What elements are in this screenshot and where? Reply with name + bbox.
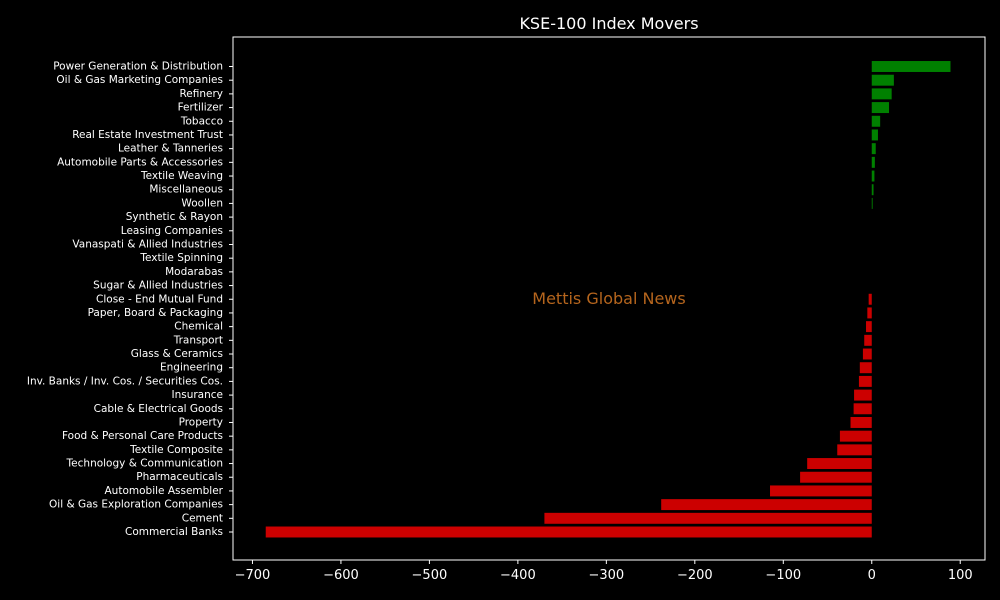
bar — [862, 348, 872, 360]
bar — [871, 184, 874, 196]
x-tick-label: −500 — [412, 568, 448, 583]
category-label: Power Generation & Distribution — [53, 61, 223, 73]
category-label: Real Estate Investment Trust — [72, 129, 223, 141]
bar — [807, 458, 872, 470]
category-label: Chemical — [174, 321, 223, 333]
x-tick-label: −700 — [235, 568, 271, 583]
bars-group — [265, 61, 951, 538]
category-label: Oil & Gas Exploration Companies — [49, 499, 223, 511]
category-label: Tobacco — [180, 115, 223, 127]
bar — [850, 416, 872, 428]
category-label: Cement — [182, 512, 223, 524]
bar — [871, 102, 890, 114]
plot-area-frame — [232, 36, 986, 561]
bar — [871, 115, 881, 127]
bar — [837, 444, 872, 456]
bar — [864, 334, 872, 346]
category-label: Engineering — [160, 362, 223, 374]
category-label: Technology & Communication — [66, 458, 223, 470]
x-axis-ticks-group: −700 −600 −500 −400 −300 −200 −100 0 100 — [235, 560, 973, 583]
bar — [544, 512, 872, 524]
x-tick-label: 0 — [868, 568, 876, 583]
x-tick-label: −100 — [765, 568, 801, 583]
category-label: Insurance — [171, 389, 223, 401]
category-label: Leather & Tanneries — [118, 143, 223, 155]
category-label: Property — [179, 416, 223, 428]
category-label: Inv. Banks / Inv. Cos. / Securities Cos. — [27, 375, 223, 387]
bar — [770, 485, 872, 497]
bar — [871, 61, 951, 72]
category-label: Vanaspati & Allied Industries — [72, 238, 223, 250]
category-label: Paper, Board & Packaging — [88, 307, 223, 319]
category-label: Close - End Mutual Fund — [96, 293, 223, 305]
category-label: Automobile Assembler — [105, 485, 224, 497]
bar — [867, 307, 872, 319]
bar — [871, 74, 894, 86]
category-label: Oil & Gas Marketing Companies — [56, 74, 223, 86]
category-label: Woollen — [181, 197, 223, 209]
bar — [871, 170, 875, 182]
category-label: Leasing Companies — [121, 225, 223, 237]
category-label: Food & Personal Care Products — [62, 430, 223, 442]
category-label: Synthetic & Rayon — [126, 211, 223, 223]
watermark-text: Mettis Global News — [532, 289, 685, 308]
bar — [871, 156, 875, 168]
x-tick-label: −300 — [588, 568, 624, 583]
category-label: Glass & Ceramics — [131, 348, 223, 360]
x-tick-label: 100 — [948, 568, 973, 583]
category-label: Textile Spinning — [139, 252, 223, 264]
category-label: Transport — [173, 334, 223, 346]
category-label: Miscellaneous — [149, 184, 223, 196]
bar — [265, 526, 872, 538]
category-label: Refinery — [179, 88, 223, 100]
bar — [858, 375, 872, 387]
category-label: Modarabas — [165, 266, 223, 278]
x-tick-label: −600 — [323, 568, 359, 583]
bar — [871, 88, 892, 100]
chart-title: KSE-100 Index Movers — [519, 14, 698, 33]
category-label: Pharmaceuticals — [136, 471, 223, 483]
bar — [871, 129, 878, 141]
category-label: Cable & Electrical Goods — [94, 403, 223, 415]
category-label: Automobile Parts & Accessories — [57, 156, 223, 168]
bar — [871, 143, 876, 155]
bar — [800, 471, 872, 483]
category-label: Textile Weaving — [140, 170, 223, 182]
bar — [661, 499, 872, 511]
bar — [868, 293, 872, 305]
bar — [854, 389, 872, 401]
category-label: Commercial Banks — [125, 526, 223, 538]
x-tick-label: −200 — [677, 568, 713, 583]
bar — [839, 430, 872, 442]
category-label: Sugar & Allied Industries — [93, 280, 223, 292]
bar — [853, 403, 872, 415]
category-label: Fertilizer — [178, 102, 224, 114]
bar — [859, 362, 872, 374]
category-label: Textile Composite — [129, 444, 223, 456]
x-tick-label: −400 — [500, 568, 536, 583]
bar — [871, 197, 873, 209]
bar — [866, 321, 872, 333]
